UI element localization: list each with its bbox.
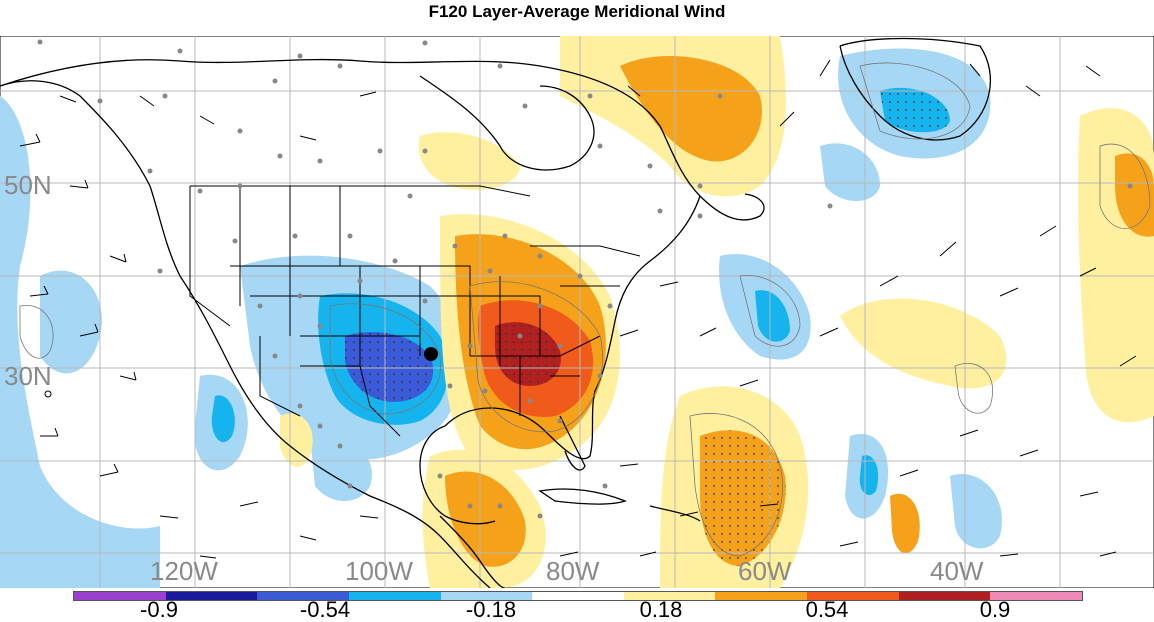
shade-blue-mex-deep	[211, 395, 235, 443]
shade-dots-2	[345, 332, 434, 402]
colorbar-segment	[348, 592, 441, 600]
shade-yellow-neastern	[418, 132, 520, 190]
hollow-marker	[44, 390, 52, 398]
colorbar-segment	[74, 592, 166, 600]
wind-barbs	[19, 59, 1137, 559]
shade-yellow-far-east	[1077, 108, 1154, 423]
shade-orange-far-east	[1115, 153, 1154, 237]
coast-greenland	[839, 37, 992, 141]
lat-label-50n: 50N	[4, 170, 52, 200]
lon-label-60w: 60W	[738, 556, 792, 586]
shade-orange-canada	[620, 56, 762, 162]
coast-nova	[699, 193, 765, 221]
weather-map: 50N 30N 120W 100W 80W 60W 40W	[0, 36, 1154, 588]
colorbar-segment	[165, 592, 258, 600]
station-dots	[37, 39, 1133, 519]
colorbar-label: 0.18	[639, 597, 683, 622]
shade-blue-west	[0, 96, 160, 588]
coast-east	[444, 195, 701, 460]
shade-blue-se	[950, 474, 1002, 549]
shade-dots-1	[495, 322, 561, 386]
shade-dots-4	[700, 430, 786, 566]
shade-orange-se	[890, 493, 920, 554]
colorbar-label: -0.9	[140, 597, 178, 622]
coast-central-am	[439, 515, 506, 588]
colorbar-segment	[532, 592, 624, 600]
shade-blue-gulf	[310, 435, 372, 501]
colorbar-segment	[990, 592, 1083, 600]
coast-gulf	[419, 425, 496, 525]
lat-label-30n: 30N	[4, 361, 52, 391]
lon-label-100w: 100W	[345, 556, 413, 586]
chart-title: F120 Layer-Average Meridional Wind	[428, 2, 726, 21]
coastlines	[0, 37, 992, 588]
shade-blue-atl2-core	[859, 455, 879, 496]
coast-west	[0, 80, 491, 588]
lon-label-80w: 80W	[546, 556, 600, 586]
lon-label-40w: 40W	[930, 556, 984, 586]
colorbar-labels: -0.9 -0.54 -0.18 0.18 0.54 0.9	[0, 598, 1154, 622]
colorbar-segment	[257, 592, 349, 600]
shade-yellow-sw	[280, 413, 313, 467]
shade-dots-3	[880, 87, 950, 133]
colorbar-segment	[715, 592, 808, 600]
wind-anomaly-shading	[0, 36, 1154, 588]
colorbar-label: 0.54	[805, 597, 849, 622]
colorbar	[73, 591, 1083, 601]
coast-caribbean	[649, 505, 701, 522]
contour-lines	[19, 62, 1151, 557]
storm-center-marker	[424, 347, 438, 361]
colorbar-label: -0.18	[465, 597, 517, 622]
state-borders	[189, 185, 641, 437]
coast-canada-north	[0, 58, 701, 197]
coast-florida	[559, 415, 586, 471]
colorbar-segment	[898, 592, 991, 600]
colorbar-segment	[440, 592, 533, 600]
shade-blue-pac2	[40, 270, 102, 374]
shade-blue-atl1-core	[755, 290, 790, 342]
grid-lines	[0, 36, 1154, 588]
coast-cuba	[538, 488, 627, 505]
lon-label-120w: 120W	[150, 556, 218, 586]
colorbar-label: 0.9	[979, 597, 1011, 622]
coast-hudson	[419, 75, 595, 171]
colorbar-label: -0.54	[299, 597, 351, 622]
colorbar-segment	[807, 592, 899, 600]
colorbar-segment	[623, 592, 716, 600]
